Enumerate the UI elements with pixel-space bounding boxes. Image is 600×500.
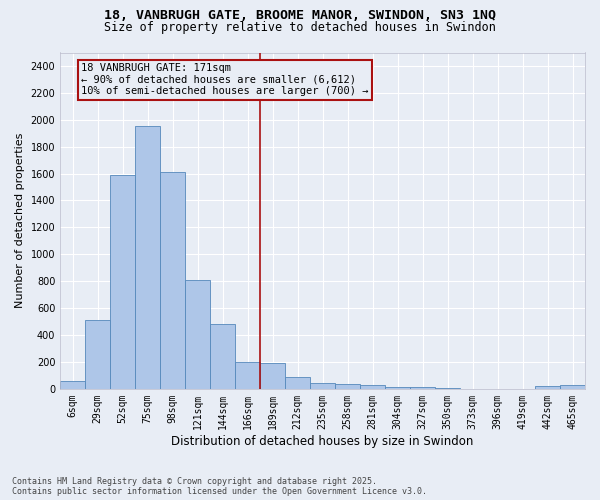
Bar bbox=[235, 362, 260, 389]
Bar bbox=[185, 280, 210, 389]
Bar bbox=[285, 376, 310, 389]
Bar bbox=[85, 320, 110, 389]
Bar bbox=[135, 126, 160, 389]
Y-axis label: Number of detached properties: Number of detached properties bbox=[15, 133, 25, 308]
Bar bbox=[560, 385, 585, 389]
Text: Contains HM Land Registry data © Crown copyright and database right 2025.
Contai: Contains HM Land Registry data © Crown c… bbox=[12, 476, 427, 496]
Bar bbox=[110, 175, 135, 389]
Bar bbox=[260, 362, 285, 389]
X-axis label: Distribution of detached houses by size in Swindon: Distribution of detached houses by size … bbox=[172, 434, 474, 448]
Bar bbox=[410, 388, 435, 389]
Bar bbox=[435, 388, 460, 389]
Bar bbox=[535, 386, 560, 389]
Bar bbox=[310, 383, 335, 389]
Text: 18, VANBRUGH GATE, BROOME MANOR, SWINDON, SN3 1NQ: 18, VANBRUGH GATE, BROOME MANOR, SWINDON… bbox=[104, 9, 496, 22]
Text: Size of property relative to detached houses in Swindon: Size of property relative to detached ho… bbox=[104, 21, 496, 34]
Bar bbox=[385, 387, 410, 389]
Text: 18 VANBRUGH GATE: 171sqm
← 90% of detached houses are smaller (6,612)
10% of sem: 18 VANBRUGH GATE: 171sqm ← 90% of detach… bbox=[82, 64, 369, 96]
Bar bbox=[210, 324, 235, 389]
Bar bbox=[160, 172, 185, 389]
Bar bbox=[335, 384, 360, 389]
Bar bbox=[60, 382, 85, 389]
Bar bbox=[360, 386, 385, 389]
